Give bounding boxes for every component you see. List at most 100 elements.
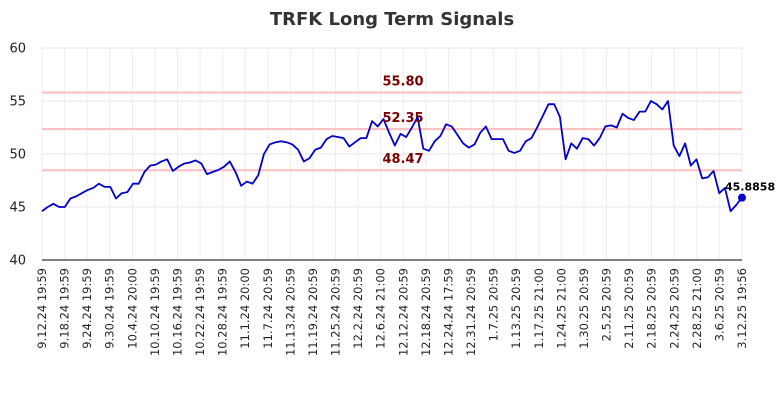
data-point — [172, 170, 174, 172]
x-tick-label: 12.2.24 20:59 — [351, 268, 365, 349]
data-point — [513, 152, 515, 154]
data-point — [468, 146, 470, 148]
data-point — [75, 195, 77, 197]
data-point — [690, 164, 692, 166]
data-point — [371, 120, 373, 122]
data-point — [223, 166, 225, 168]
reference-line-label: 55.80 — [382, 75, 423, 90]
x-tick-label: 1.17.25 21:00 — [532, 268, 546, 349]
data-point — [120, 192, 122, 194]
data-point — [684, 142, 686, 144]
data-point — [98, 182, 100, 184]
data-point — [138, 182, 140, 184]
x-tick-label: 9.24.24 19:59 — [80, 268, 94, 349]
data-point — [229, 160, 231, 162]
x-tick-label: 10.16.24 19:59 — [170, 268, 184, 356]
data-point — [81, 192, 83, 194]
x-tick-label: 9.30.24 19:59 — [103, 268, 117, 349]
data-point — [519, 150, 521, 152]
data-point — [234, 171, 236, 173]
data-point — [638, 110, 640, 112]
last-point-label: 45.8858 — [725, 181, 775, 194]
data-point — [115, 197, 117, 199]
x-tick-label: 10.22.24 19:59 — [193, 268, 207, 356]
data-point — [286, 141, 288, 143]
y-tick-label: 55 — [9, 95, 26, 110]
data-point — [445, 123, 447, 125]
data-point — [268, 143, 270, 145]
x-tick-label: 11.7.24 20:59 — [261, 268, 275, 349]
data-point — [354, 141, 356, 143]
series-line — [41, 100, 743, 213]
series-layer — [41, 100, 746, 213]
x-tick-label: 12.24.24 17:59 — [441, 268, 455, 356]
data-point — [496, 138, 498, 140]
data-point — [155, 163, 157, 165]
data-point — [52, 203, 54, 205]
x-tick-label: 12.6.24 21:00 — [374, 268, 388, 349]
x-tick-label: 9.12.24 19:59 — [35, 268, 49, 349]
reference-line-label: 48.47 — [382, 152, 423, 167]
data-point — [525, 140, 527, 142]
x-tick-label: 10.4.24 20:00 — [125, 268, 139, 349]
y-tick-label: 50 — [9, 148, 26, 163]
data-point — [177, 166, 179, 168]
x-tick-label: 11.19.24 20:59 — [306, 268, 320, 356]
data-point — [314, 149, 316, 151]
data-point — [64, 206, 66, 208]
data-point — [729, 210, 731, 212]
data-point — [240, 185, 242, 187]
y-tick-label: 60 — [9, 42, 26, 57]
data-point — [530, 137, 532, 139]
data-point — [473, 143, 475, 145]
reference-lines — [42, 91, 742, 172]
data-point — [291, 143, 293, 145]
data-point — [433, 140, 435, 142]
data-point — [365, 137, 367, 139]
data-point — [576, 148, 578, 150]
data-point — [735, 204, 737, 206]
data-point — [126, 191, 128, 193]
x-tick-label: 2.5.25 20:59 — [600, 268, 614, 341]
data-point — [297, 149, 299, 151]
data-point — [593, 144, 595, 146]
data-point — [462, 142, 464, 144]
x-tick-label: 10.10.24 19:59 — [148, 268, 162, 356]
data-point — [308, 157, 310, 159]
data-point — [667, 100, 669, 102]
x-tick-label: 12.18.24 20:59 — [419, 268, 433, 356]
x-tick-label: 11.13.24 20:59 — [283, 268, 297, 356]
data-point — [655, 103, 657, 105]
data-point — [490, 138, 492, 140]
chart-title: TRFK Long Term Signals — [270, 9, 514, 30]
data-point — [320, 146, 322, 148]
data-point — [553, 103, 555, 105]
data-point — [359, 137, 361, 139]
x-tick-label: 2.18.25 20:59 — [645, 268, 659, 349]
x-tick-label: 1.13.25 20:59 — [509, 268, 523, 349]
data-point — [46, 206, 48, 208]
x-tick-label: 1.30.25 20:59 — [577, 268, 591, 349]
x-tick-label: 11.1.24 20:00 — [238, 268, 252, 349]
data-point — [183, 162, 185, 164]
data-point — [69, 197, 71, 199]
data-point — [428, 150, 430, 152]
data-point — [581, 137, 583, 139]
data-point — [536, 126, 538, 128]
data-point — [616, 126, 618, 128]
data-point — [377, 125, 379, 127]
data-point — [673, 144, 675, 146]
data-point — [303, 160, 305, 162]
data-point — [342, 137, 344, 139]
data-point — [678, 155, 680, 157]
data-point — [701, 177, 703, 179]
data-point — [331, 135, 333, 137]
data-point — [644, 110, 646, 112]
y-tick-label: 45 — [9, 201, 26, 216]
x-tick-label: 11.25.24 20:59 — [329, 268, 343, 356]
data-point — [263, 153, 265, 155]
labels: 55.80 52.35 48.47 45.8858 — [382, 75, 775, 194]
last-point — [738, 193, 746, 202]
data-point — [246, 180, 248, 182]
